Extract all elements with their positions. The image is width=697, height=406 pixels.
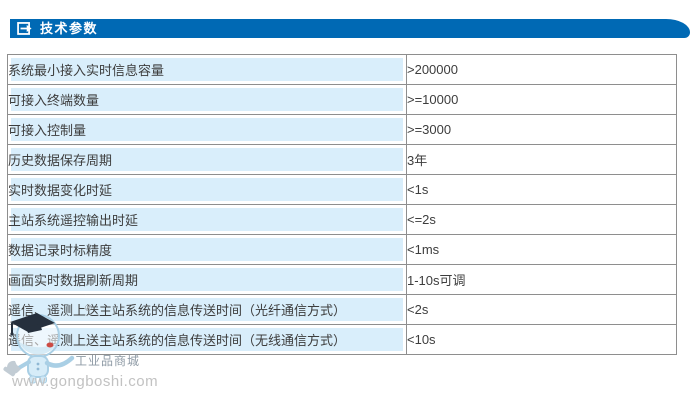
param-name-cell: 可接入控制量 [7,114,407,145]
table-row: 遥信、遥测上送主站系统的信息传送时间（无线通信方式） <10s [7,324,677,355]
spec-table: 系统最小接入实时信息容量 >200000 可接入终端数量 >=10000 可接入控制量 >… [7,54,677,355]
spec-table-body: 系统最小接入实时信息容量 >200000 可接入终端数量 >=10000 可接入控制量 >… [7,54,677,355]
param-value-cell: <=2s [406,204,677,235]
param-name-cell: 主站系统遥控输出时延 [7,204,407,235]
param-value-cell: <1ms [406,234,677,265]
param-name-cell: 遥信、遥测上送主站系统的信息传送时间（光纤通信方式） [7,294,407,325]
param-name-cell: 数据记录时标精度 [7,234,407,265]
param-value-cell: <2s [406,294,677,325]
table-row: 数据记录时标精度 <1ms [7,234,677,265]
param-value-cell: <10s [406,324,677,355]
table-row: 可接入控制量 >=3000 [7,114,677,145]
param-value-cell: 1-10s可调 [406,264,677,295]
watermark-url-text: www.gongboshi.com [12,373,159,390]
table-row: 系统最小接入实时信息容量 >200000 [7,54,677,85]
param-value-cell: 3年 [406,144,677,175]
table-row: 遥信、遥测上送主站系统的信息传送时间（光纤通信方式） <2s [7,294,677,325]
param-name-cell: 系统最小接入实时信息容量 [7,54,407,85]
param-name-cell: 历史数据保存周期 [7,144,407,175]
param-value-cell: <1s [406,174,677,205]
param-value-cell: >=10000 [406,84,677,115]
param-name-cell: 画面实时数据刷新周期 [7,264,407,295]
arrow-box-icon [17,22,32,35]
param-value-cell: >200000 [406,54,677,85]
table-row: 画面实时数据刷新周期 1-10s可调 [7,264,677,295]
param-name-cell: 实时数据变化时延 [7,174,407,205]
table-row: 历史数据保存周期 3年 [7,144,677,175]
section-header-bar: 技术参数 [10,19,690,38]
table-row: 主站系统遥控输出时延 <=2s [7,204,677,235]
section-title: 技术参数 [40,20,99,36]
table-row: 可接入终端数量 >=10000 [7,84,677,115]
param-name-cell: 可接入终端数量 [7,84,407,115]
param-value-cell: >=3000 [406,114,677,145]
table-row: 实时数据变化时延 <1s [7,174,677,205]
param-name-cell: 遥信、遥测上送主站系统的信息传送时间（无线通信方式） [7,324,407,355]
